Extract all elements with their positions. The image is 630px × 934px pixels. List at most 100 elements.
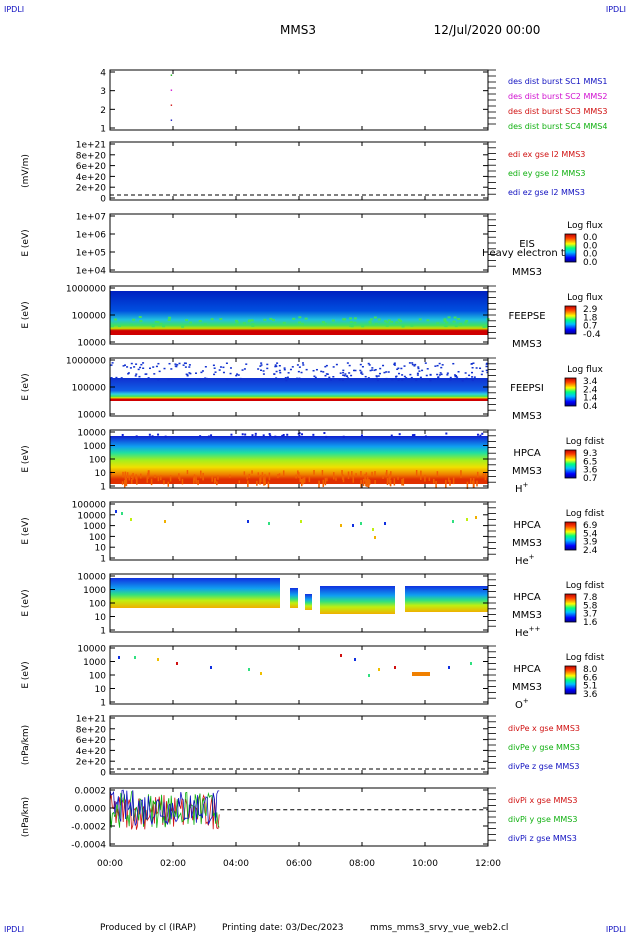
- feepsi-dot-184: [149, 367, 152, 370]
- colorbar-tick-eis-0: 0.0: [583, 233, 598, 243]
- feepsi-dot-39: [275, 377, 278, 379]
- hpca-h-tail-131: [374, 480, 376, 485]
- feepsi-dot-206: [127, 372, 130, 374]
- feepsi-dot-6: [186, 375, 189, 377]
- feepsi-dot-132: [204, 377, 207, 379]
- feepse-speckle-53: [343, 318, 347, 321]
- time-label-0: 00:00: [97, 859, 123, 869]
- feepsi-dot-97: [157, 379, 160, 381]
- feepse-speckle-63: [323, 322, 327, 325]
- footer-producer: Produced by cl (IRAP): [100, 923, 196, 933]
- feepsi-dot-195: [376, 379, 379, 382]
- feepse-speckle-29: [247, 320, 251, 323]
- ytick-label-hpca_hepp-3: 10: [95, 613, 107, 623]
- hpca-h-tail-105: [415, 470, 418, 477]
- feepse-speckle-22: [321, 321, 325, 324]
- feepsi-dot-197: [324, 365, 327, 368]
- hpca-h-tail-125: [436, 471, 439, 477]
- instrument-eis: EIS: [519, 239, 535, 250]
- feepsi-dot-142: [436, 364, 439, 367]
- feepsi-dot-51: [239, 377, 242, 380]
- feepse-speckle-46: [282, 321, 286, 324]
- feepsi-dot-44: [324, 374, 327, 377]
- feepsi-dot-73: [176, 364, 179, 366]
- hpca-h-top-14: [298, 435, 301, 438]
- feepsi-dot-185: [433, 378, 436, 380]
- feepsi-dot-104: [163, 367, 166, 370]
- hpca-h-tail-114: [420, 475, 422, 480]
- feepsi-dot-67: [226, 378, 229, 381]
- ytick-label-hpca_hepp-0: 10000: [77, 573, 106, 583]
- charge-hpca_he: +: [529, 553, 535, 561]
- feepse-speckle-3: [234, 323, 238, 326]
- feepse-speckle-59: [111, 325, 115, 328]
- feepsi-dot-224: [397, 367, 400, 370]
- feepsi-dot-152: [283, 368, 286, 371]
- feepsi-dot-177: [394, 376, 397, 378]
- feepsi-dot-253: [274, 365, 277, 368]
- hpca-h-tail-83: [157, 476, 160, 482]
- species-hpca_h: H+: [515, 481, 529, 495]
- feepse-speckle-39: [234, 319, 238, 322]
- feepsi-dot-9: [138, 375, 141, 378]
- feepse-speckle-7: [251, 323, 255, 326]
- hpca-hepp-segment-2: [305, 594, 312, 610]
- hpca-h-tail-62: [445, 479, 447, 488]
- hpca-hepp-segment-3: [320, 586, 395, 614]
- feepsi-dot-3: [396, 368, 399, 371]
- hpca-h-tail-87: [386, 477, 389, 486]
- ytick-label-hpca_he-2: 1000: [83, 522, 106, 532]
- hpca-h-top-18: [312, 433, 315, 436]
- feepse-speckle-62: [181, 325, 185, 328]
- feepsi-dot-199: [276, 362, 279, 364]
- ytick-label-burst-0: 4: [100, 69, 106, 79]
- feepsi-dot-191: [225, 362, 228, 365]
- hpca-o-patch: [412, 672, 430, 676]
- hpca-hepp-segment-4: [405, 586, 488, 612]
- feepsi-dot-14: [383, 378, 386, 380]
- feepsi-dot-27: [167, 378, 170, 381]
- feepsi-dot-211: [137, 368, 140, 371]
- feepsi-dot-144: [418, 370, 421, 372]
- colorbar-tick-feepsi-3: 0.4: [583, 402, 598, 412]
- feepsi-dot-34: [266, 367, 269, 370]
- feepse-speckle-57: [251, 324, 255, 327]
- colorbar-hpca_o: [564, 665, 577, 695]
- feepsi-dot-182: [475, 367, 478, 369]
- ytick-label-divpi-1: 0.0000: [75, 805, 107, 815]
- feepsi-dot-75: [416, 372, 419, 375]
- feepsi-dot-204: [184, 366, 187, 368]
- feepse-speckle-35: [300, 322, 304, 325]
- feepsi-dot-200: [436, 373, 439, 376]
- instrument-hpca_h: HPCA: [513, 448, 541, 459]
- ytick-label-hpca_h-1: 1000: [83, 442, 106, 452]
- hpca-h-tail-129: [135, 475, 137, 479]
- colorbar-eis: [564, 233, 577, 263]
- hpca-h-tail-103: [247, 480, 249, 487]
- hpca-h-top-27: [398, 433, 401, 436]
- feepse-speckle-11: [156, 321, 160, 324]
- feepsi-band: [110, 378, 488, 401]
- feepsi-dot-4: [393, 362, 396, 364]
- feepsi-dot-105: [291, 366, 294, 368]
- hpca-h-tail-134: [466, 481, 469, 489]
- footer-print-date: Printing date: 03/Dec/2023: [222, 923, 344, 933]
- colorbar-hpca_h: [564, 449, 577, 479]
- hpca-h-top-1: [413, 433, 416, 436]
- ylabel-edi: (mV/m): [21, 154, 31, 188]
- feepsi-dot-173: [213, 367, 216, 369]
- hpca-h-tail-50: [246, 476, 248, 480]
- feepsi-dot-233: [408, 362, 411, 364]
- hpca-h-tail-99: [302, 477, 304, 485]
- feepsi-dot-209: [342, 369, 345, 372]
- feepsi-dot-223: [212, 364, 215, 367]
- hpca-h-tail-1: [110, 471, 112, 475]
- hpca-h-tail-126: [264, 481, 266, 486]
- feepsi-dot-221: [152, 366, 155, 368]
- feepsi-dot-145: [410, 376, 413, 379]
- hpca-h-tail-82: [211, 476, 213, 482]
- feepsi-dot-129: [352, 369, 355, 372]
- hpca-h-tail-42: [365, 478, 367, 487]
- feepse-speckle-50: [397, 318, 401, 321]
